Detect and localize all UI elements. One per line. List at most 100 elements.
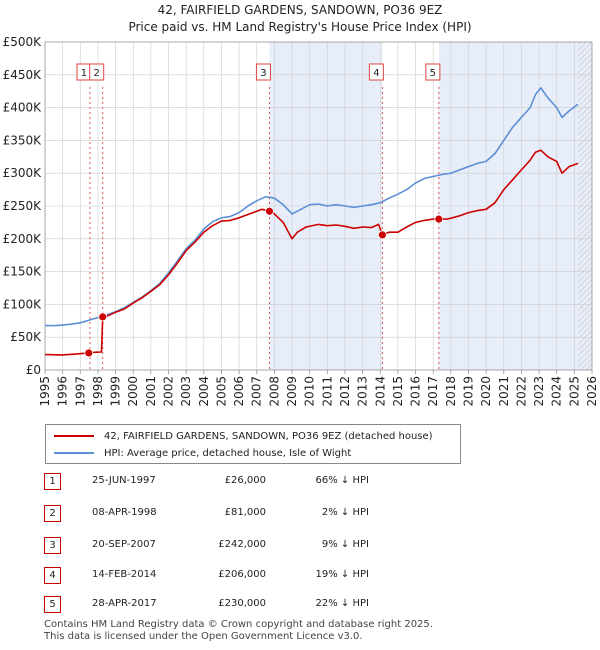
sale-label-frame	[368, 63, 384, 81]
sale-label-box: 3	[255, 63, 271, 81]
x-tick-label: 2003	[179, 376, 193, 407]
transaction-price: £230,000	[218, 598, 266, 609]
y-tick-label: £200K	[3, 232, 43, 246]
transaction-price: £81,000	[224, 507, 266, 518]
transaction-number: 2	[44, 505, 61, 522]
x-tick-label: 1995	[38, 376, 52, 407]
x-tick-label: 2021	[497, 376, 511, 407]
x-tick-label: 2022	[514, 376, 528, 407]
sale-label-number: 3	[260, 68, 266, 79]
sale-label-frame	[89, 63, 105, 81]
transaction-number: 1	[44, 473, 61, 490]
x-tick-label: 1997	[73, 376, 87, 407]
legend-swatch-hpi	[54, 452, 94, 454]
x-tick-label: 2007	[250, 376, 264, 407]
table-row: 1 25-JUN-1997 £26,000 66% ↓ HPI	[44, 473, 374, 490]
x-tick-label: 2010	[303, 376, 317, 407]
price-chart: £0 £50K £100K £150K £200K £250K £300K £350K £400…	[3, 35, 599, 407]
x-tick-label: 2013	[356, 376, 370, 407]
x-tick-label: 2024	[550, 376, 564, 407]
legend-swatch-property	[54, 435, 94, 437]
footer-copyright: Contains HM Land Registry data © Crown c…	[44, 619, 433, 630]
sale-point	[377, 230, 387, 240]
x-tick-label: 1996	[56, 376, 70, 407]
transaction-number: 3	[44, 537, 61, 554]
transaction-date: 28-APR-2017	[92, 598, 157, 609]
x-tick-label: 2026	[585, 376, 599, 407]
x-tick-label: 1998	[91, 376, 105, 407]
x-tick-label: 2000	[126, 376, 140, 407]
sale-point	[434, 214, 444, 224]
table-row: 4 14-FEB-2014 £206,000 19% ↓ HPI	[44, 567, 374, 584]
x-tick-label: 2018	[444, 376, 458, 407]
sale-point	[84, 348, 94, 358]
table-row: 5 28-APR-2017 £230,000 22% ↓ HPI	[44, 596, 374, 613]
x-tick-label: 2006	[232, 376, 246, 407]
sale-point	[265, 206, 274, 216]
transaction-hpi-diff: 66% ↓ HPI	[315, 475, 369, 486]
transaction-hpi-diff: 22% ↓ HPI	[315, 598, 369, 609]
table-row: 3 20-SEP-2007 £242,000 9% ↓ HPI	[44, 537, 374, 554]
plot-frame	[44, 41, 593, 371]
x-tick-label: 2014	[373, 376, 387, 407]
x-tick-label: 2005	[214, 376, 228, 407]
sale-label-frame	[425, 63, 441, 81]
x-tick-label: 2016	[409, 376, 423, 407]
sale-label-box: 1	[76, 63, 92, 81]
legend-item-property: 42, FAIRFIELD GARDENS, SANDOWN, PO36 9EZ…	[54, 428, 433, 444]
y-tick-label: £100K	[3, 297, 43, 311]
sale-label-frame	[255, 63, 271, 81]
legend: 42, FAIRFIELD GARDENS, SANDOWN, PO36 9EZ…	[45, 424, 461, 464]
sale-label-number: 5	[430, 68, 436, 79]
x-tick-label: 2025	[567, 376, 581, 407]
y-tick-label: £300K	[3, 166, 43, 180]
transaction-date: 25-JUN-1997	[92, 475, 156, 486]
x-tick-label: 2015	[391, 376, 405, 407]
y-tick-label: £150K	[3, 265, 43, 279]
transaction-hpi-diff: 19% ↓ HPI	[315, 569, 369, 580]
chart-title: 42, FAIRFIELD GARDENS, SANDOWN, PO36 9EZ	[157, 3, 443, 17]
x-tick-label: 2020	[479, 376, 493, 407]
legend-label-property: 42, FAIRFIELD GARDENS, SANDOWN, PO36 9EZ…	[104, 430, 433, 442]
x-tick-label: 2002	[162, 376, 176, 407]
transaction-date: 14-FEB-2014	[92, 569, 157, 580]
y-tick-label: £500K	[3, 35, 43, 49]
transaction-number: 4	[44, 567, 61, 584]
y-tick-label: £50K	[10, 330, 42, 344]
transaction-hpi-diff: 9% ↓ HPI	[321, 539, 369, 550]
property-price-line	[44, 149, 579, 356]
sale-label-box: 2	[89, 63, 105, 81]
y-tick-label: £450K	[3, 68, 43, 82]
sale-label-box: 5	[425, 63, 441, 81]
transaction-price: £206,000	[218, 569, 266, 580]
chart-subtitle: Price paid vs. HM Land Registry's House …	[128, 20, 472, 34]
legend-label-hpi: HPI: Average price, detached house, Isle…	[104, 447, 352, 459]
transaction-price: £26,000	[224, 475, 266, 486]
x-tick-label: 2008	[267, 376, 281, 407]
y-tick-label: £250K	[3, 199, 43, 213]
x-tick-label: 2011	[320, 376, 334, 407]
x-tick-label: 2001	[144, 376, 158, 407]
transaction-number: 5	[44, 596, 61, 613]
x-tick-label: 2012	[338, 376, 352, 407]
transaction-date: 20-SEP-2007	[92, 539, 156, 550]
transaction-date: 08-APR-1998	[92, 507, 157, 518]
sale-label-number: 2	[94, 68, 100, 79]
y-tick-label: £0	[26, 363, 41, 377]
y-tick-label: £400K	[3, 101, 43, 115]
legend-item-hpi: HPI: Average price, detached house, Isle…	[54, 445, 351, 461]
x-tick-label: 2009	[285, 376, 299, 407]
sale-label-number: 1	[81, 68, 87, 79]
x-tick-label: 2023	[532, 376, 546, 407]
table-row: 2 08-APR-1998 £81,000 2% ↓ HPI	[44, 505, 374, 522]
x-tick-label: 2019	[461, 376, 475, 407]
footer-licence: This data is licensed under the Open Gov…	[44, 631, 363, 642]
sale-point	[98, 312, 108, 322]
x-tick-label: 2004	[197, 376, 211, 407]
x-tick-label: 2017	[426, 376, 440, 407]
sale-label-number: 4	[373, 68, 379, 79]
y-tick-label: £350K	[3, 133, 43, 147]
x-tick-label: 1999	[109, 376, 123, 407]
sale-label-box: 4	[368, 63, 384, 81]
transaction-hpi-diff: 2% ↓ HPI	[321, 507, 369, 518]
